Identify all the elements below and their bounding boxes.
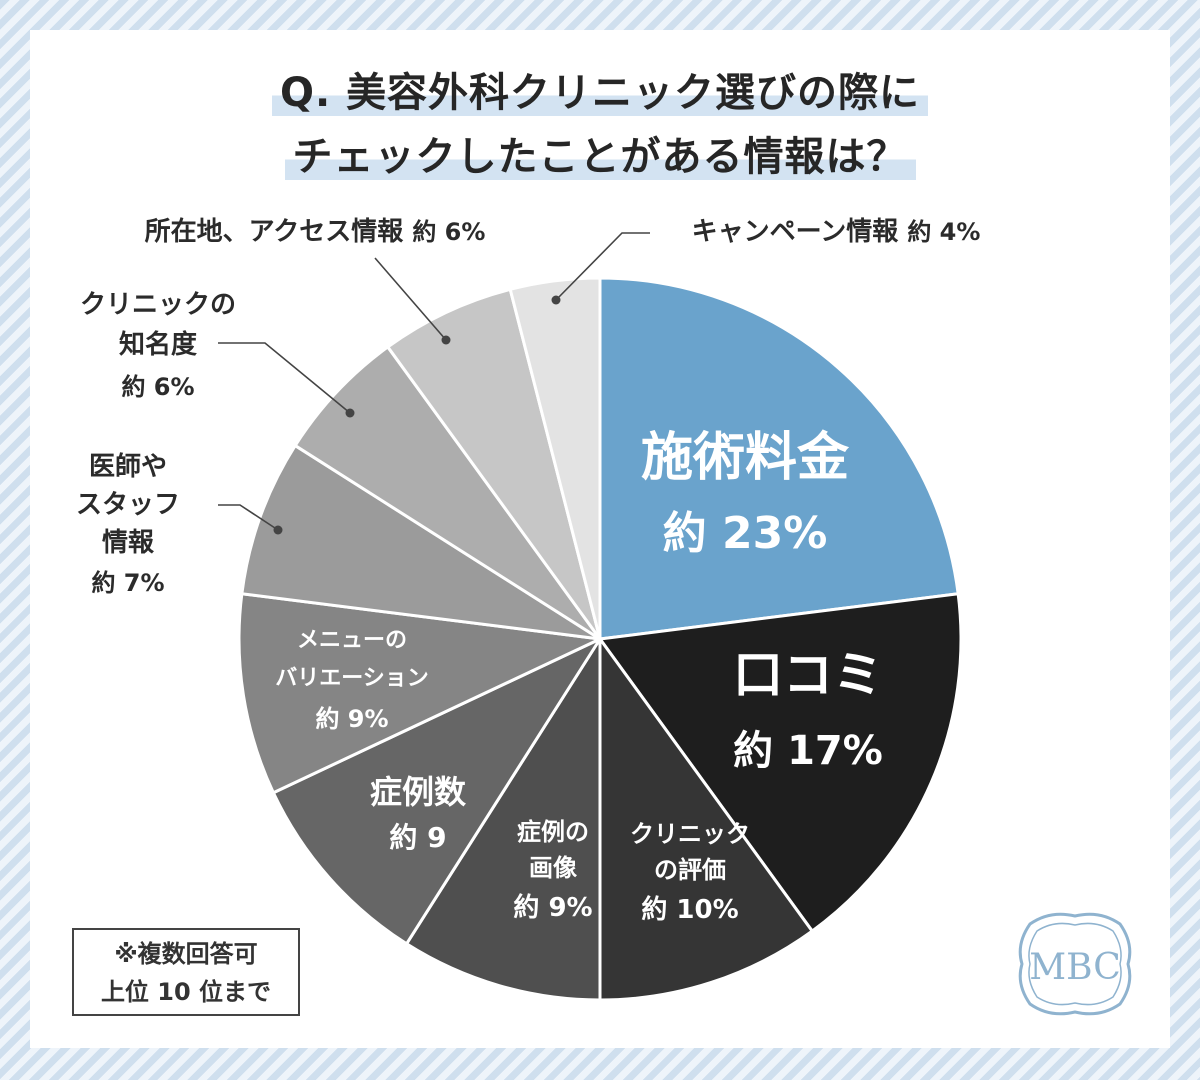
leader-line: [374, 257, 447, 341]
slice-value-label: 約 23%: [663, 508, 828, 559]
slice-value-label: 約 6%: [121, 373, 194, 401]
slice-name-label: 医師や: [89, 452, 167, 482]
pie-slice: [386, 287, 602, 641]
title-line-2: チェックしたことがある情報は？: [0, 124, 1200, 182]
slice-value-label: 約 9%: [315, 705, 388, 733]
title-line-1: Q. 美容外科クリニック選びの際に: [0, 60, 1200, 118]
slice-name-label: 口コミ: [733, 646, 883, 704]
leader-line: [555, 232, 650, 301]
slice-value-label: 約 9%: [513, 892, 592, 923]
pie-slice: [508, 276, 602, 641]
slice-name-label: 症例数: [370, 773, 467, 811]
slice-value-label: 約 9: [389, 821, 446, 854]
slice-value-label: 約 7%: [91, 569, 164, 597]
slice-name-label: 知名度: [119, 329, 197, 360]
slice-name-label: 所在地、アクセス情報 約 6%: [145, 217, 486, 247]
note-box: ※複数回答可 上位 10 位まで: [72, 928, 300, 1016]
slice-value-label: 約 10%: [641, 894, 738, 925]
pie-slice: [240, 444, 602, 641]
leader-dot: [273, 525, 283, 535]
slice-name-label: バリエーション: [275, 666, 429, 691]
note-line-1: ※複数回答可: [114, 940, 258, 968]
slice-name-label: の評価: [654, 856, 726, 884]
pie-slice: [237, 592, 602, 795]
pie-slice: [405, 637, 602, 1002]
leader-dot: [345, 408, 355, 418]
pie-slice: [598, 592, 963, 933]
pie-slice: [293, 345, 602, 641]
slice-name-label: メニューの: [297, 628, 407, 653]
mbc-logo: MBC: [1018, 912, 1132, 1016]
note-line-2: 上位 10 位まで: [100, 978, 272, 1006]
slice-name-label: クリニック: [630, 820, 750, 848]
leader-line: [218, 504, 279, 531]
slice-name-label: 画像: [529, 854, 578, 882]
slice-name-label: 施術料金: [641, 428, 850, 488]
slice-name-label: キャンペーン情報 約 4%: [692, 217, 981, 247]
slice-name-label: スタッフ: [76, 490, 180, 520]
slice-name-label: クリニックの: [80, 290, 236, 320]
pie-slice: [271, 637, 602, 946]
slice-value-label: 約 17%: [733, 728, 883, 774]
leader-dot: [551, 295, 561, 305]
slice-name-label: 情報: [102, 528, 155, 558]
pie-slice: [598, 276, 960, 641]
leader-dot: [441, 335, 451, 345]
leader-line: [218, 342, 351, 414]
pie-slice: [598, 637, 814, 1002]
svg-text:MBC: MBC: [1029, 947, 1121, 988]
slice-name-label: 症例の: [517, 818, 589, 846]
